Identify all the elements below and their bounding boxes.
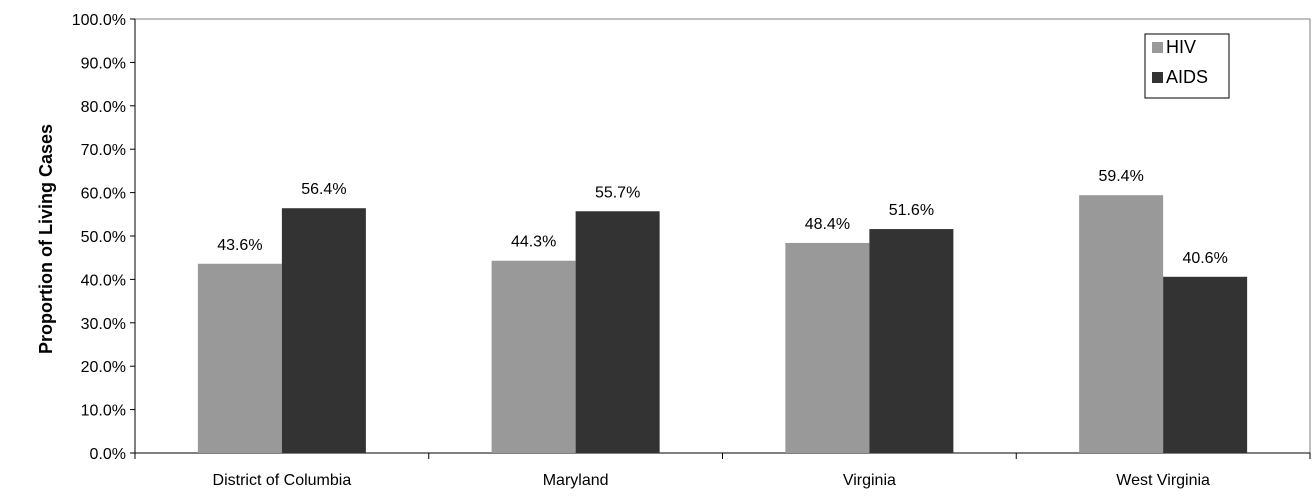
y-tick-label: 30.0% [81,316,126,333]
legend: HIV AIDS [1144,33,1230,99]
y-tick-label: 20.0% [81,359,126,376]
bar-hiv [785,242,870,453]
y-tick-label: 80.0% [81,99,126,116]
bar-aids [575,211,660,453]
x-tick-label: District of Columbia [213,472,352,489]
legend-swatch-aids [1152,72,1163,83]
y-axis-label: Proportion of Living Cases [36,124,56,354]
data-label: 59.4% [1098,168,1143,185]
legend-label-aids: AIDS [1166,67,1208,87]
data-label: 51.6% [889,202,934,219]
legend-swatch-hiv [1152,42,1163,53]
bar-hiv [197,263,282,453]
bar-hiv [1079,195,1164,454]
data-label: 48.4% [805,216,850,233]
x-tick-label: West Virginia [1116,472,1210,489]
data-label: 40.6% [1182,250,1227,267]
x-tick-label: Maryland [543,472,609,489]
legend-label-hiv: HIV [1166,37,1196,57]
bar-hiv [491,260,576,453]
bar-aids [281,208,366,453]
data-label: 43.6% [217,237,262,254]
y-tick-label: 60.0% [81,186,126,203]
bar-aids [1163,276,1248,453]
data-label: 55.7% [595,184,640,201]
x-tick-label: Virginia [843,472,896,489]
y-tick-label: 50.0% [81,229,126,246]
y-tick-label: 10.0% [81,403,126,420]
y-tick-label: 70.0% [81,142,126,159]
y-tick-label: 0.0% [90,446,126,463]
y-tick-label: 40.0% [81,272,126,289]
bar-aids [869,229,954,453]
data-label: 44.3% [511,234,556,251]
y-tick-label: 100.0% [72,12,126,29]
data-label: 56.4% [301,181,346,198]
y-tick-label: 90.0% [81,55,126,72]
